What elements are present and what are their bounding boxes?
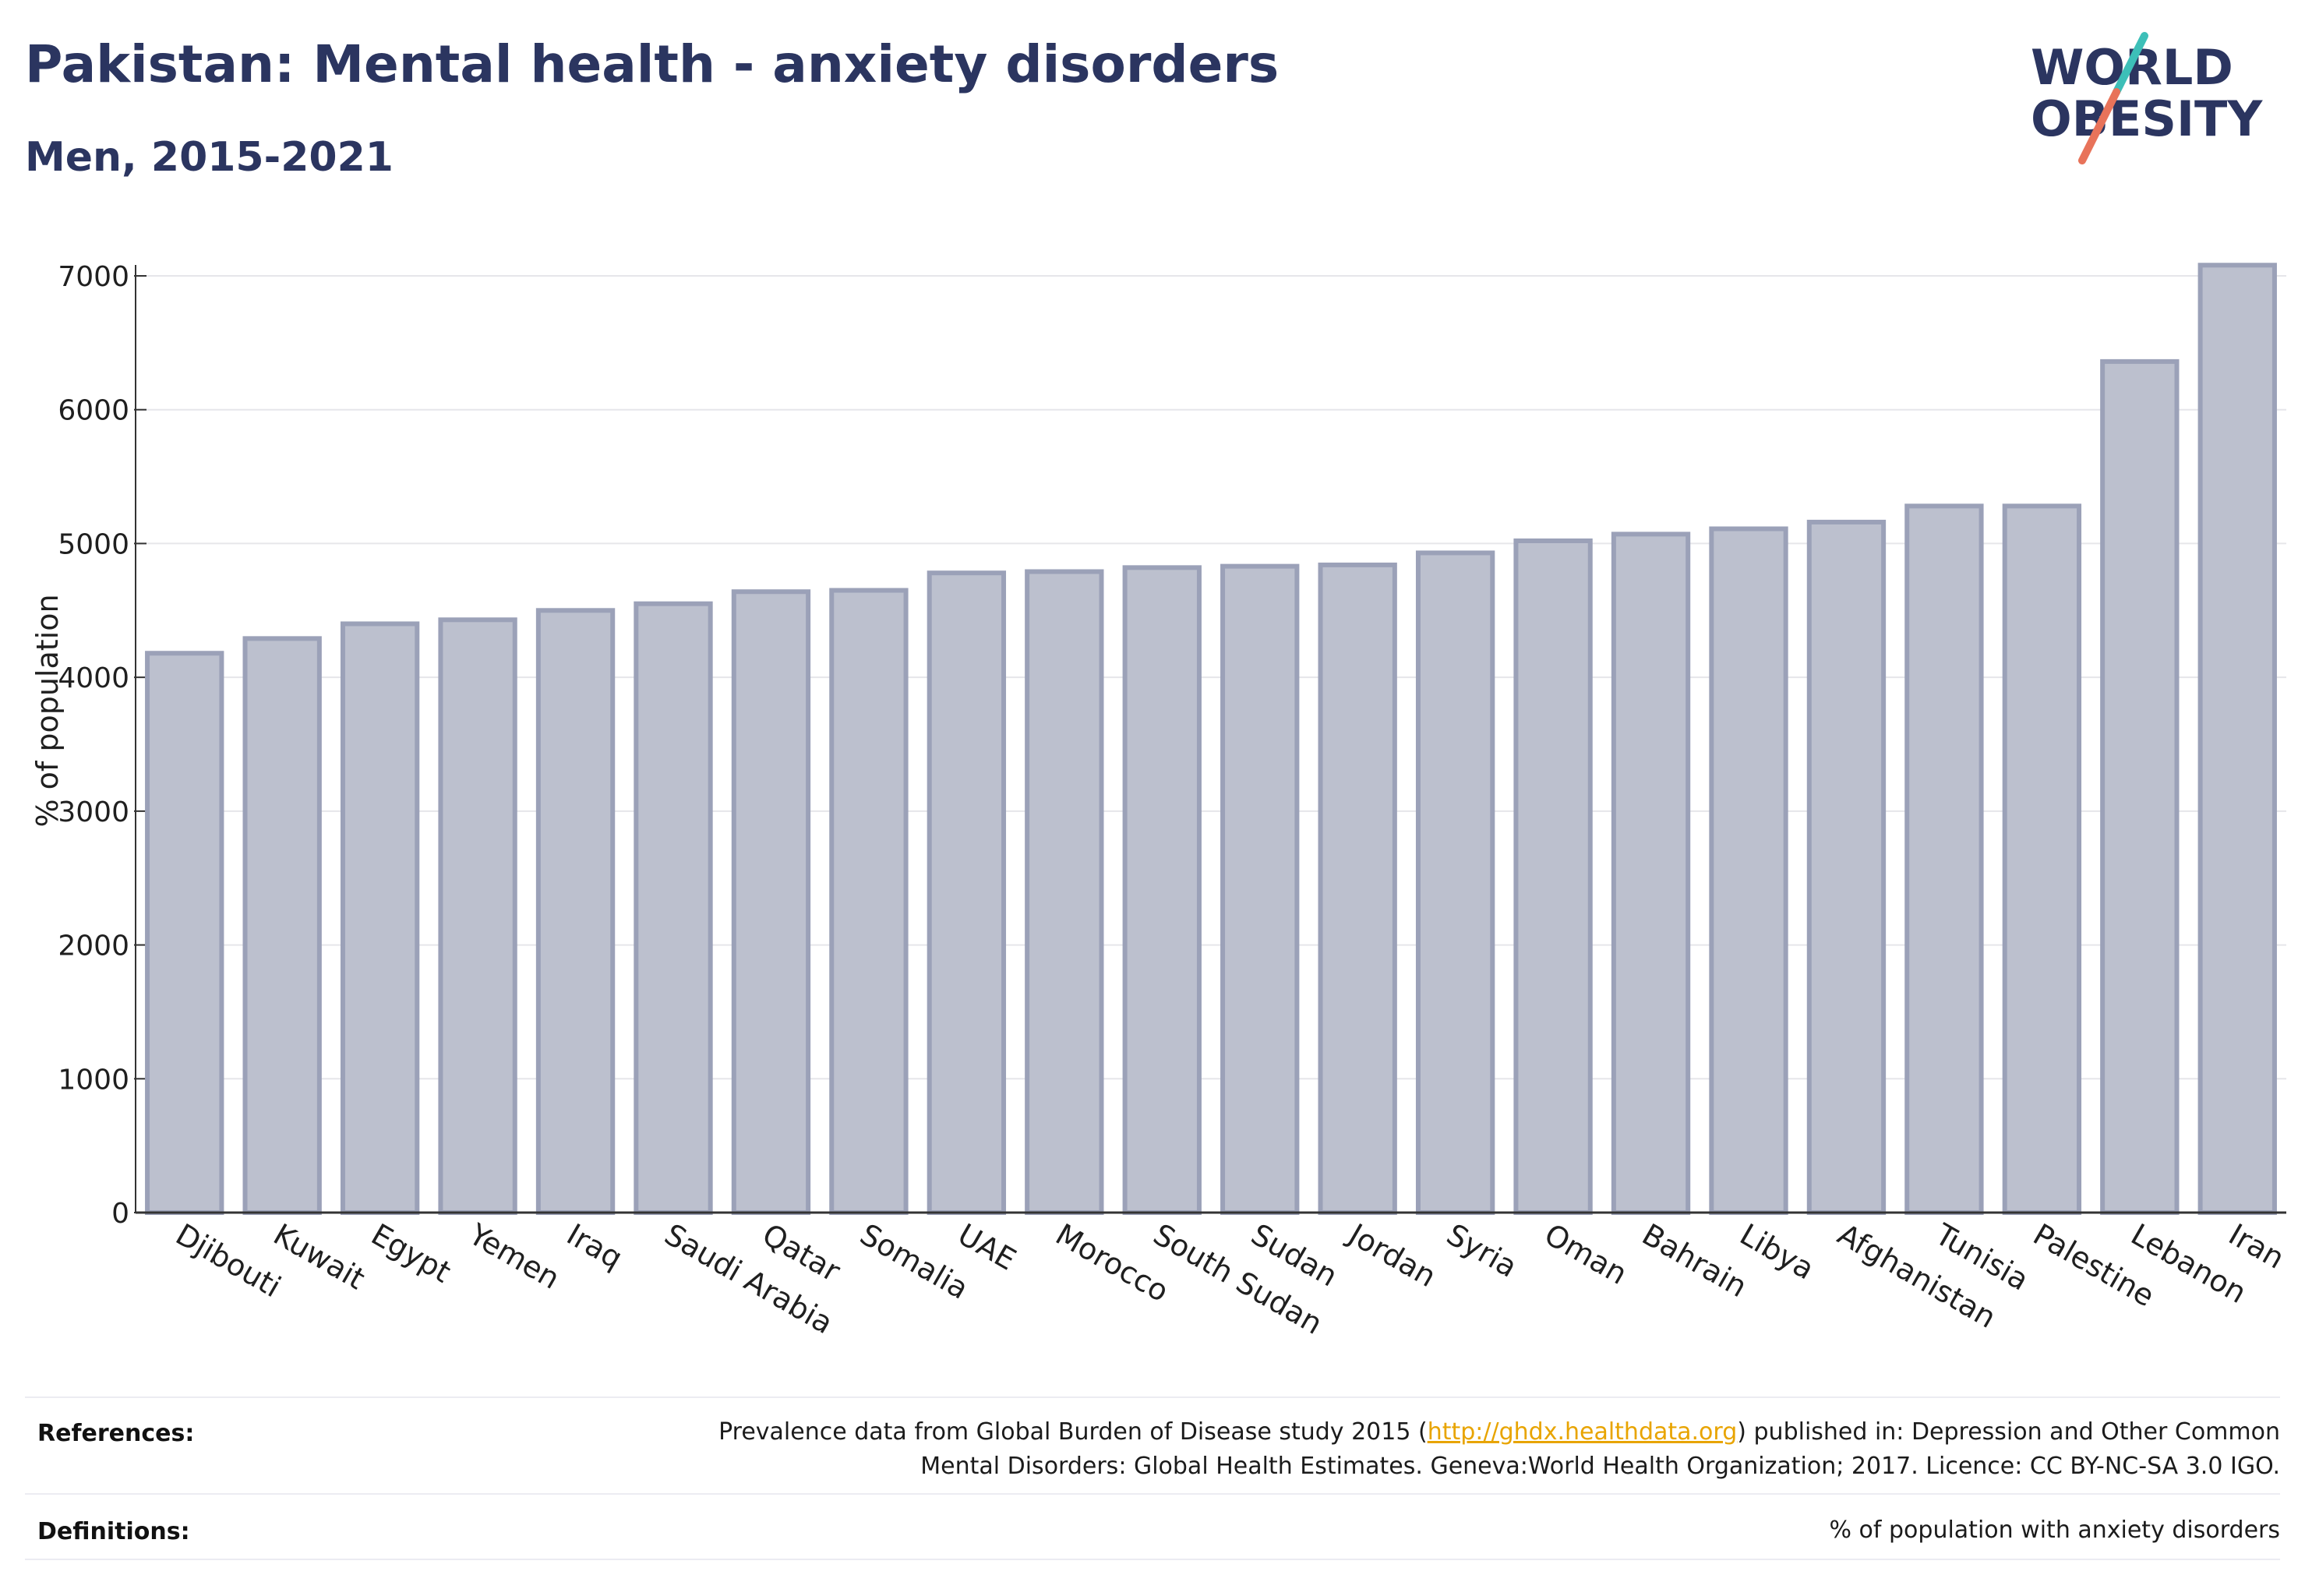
bar-djibouti bbox=[145, 651, 224, 1215]
bar-iraq bbox=[535, 608, 616, 1215]
y-tick-label: 1000 bbox=[58, 1064, 129, 1096]
bar-palestine bbox=[2002, 503, 2082, 1215]
x-tick-label: Morocco bbox=[1050, 1217, 1174, 1309]
references-link[interactable]: http://ghdx.healthdata.org bbox=[1427, 1418, 1738, 1446]
y-tick-labels: 0 1000 2000 3000 4000 5000 6000 7000 bbox=[58, 261, 129, 1230]
x-tick-label: Oman bbox=[1539, 1217, 1633, 1291]
references-text-after: ) published in: Depression and Other Com… bbox=[1737, 1418, 2280, 1446]
axes bbox=[135, 265, 2286, 1214]
bar-egypt bbox=[340, 621, 420, 1215]
x-tick-label: South Sudan bbox=[1148, 1217, 1329, 1341]
bar-lebanon bbox=[2100, 358, 2180, 1216]
definitions-label: Definitions: bbox=[37, 1518, 190, 1545]
bar-oman bbox=[1513, 538, 1593, 1215]
bar-yemen bbox=[438, 617, 517, 1215]
footer-divider-top bbox=[25, 1396, 2280, 1398]
y-tick-label: 5000 bbox=[58, 528, 129, 560]
bar-syria bbox=[1415, 550, 1495, 1215]
bar-libya bbox=[1709, 526, 1788, 1215]
x-tick-label: Yemen bbox=[463, 1216, 566, 1296]
chart-title: Pakistan: Mental health - anxiety disord… bbox=[25, 34, 1280, 94]
bar-afghanistan bbox=[1806, 519, 1887, 1215]
x-tick-label: Somalia bbox=[854, 1217, 974, 1306]
x-tick-label: UAE bbox=[952, 1217, 1022, 1277]
x-tick-label: Iraq bbox=[561, 1217, 628, 1276]
bar-tunisia bbox=[1904, 503, 1984, 1215]
x-tick-label: Bahrain bbox=[1636, 1217, 1753, 1305]
x-tick-label: Jordan bbox=[1342, 1216, 1442, 1294]
footer-divider-middle bbox=[25, 1493, 2280, 1495]
bar-qatar bbox=[731, 589, 811, 1215]
logo-line2: OBESITY bbox=[2031, 90, 2263, 147]
x-tick-label: Saudi Arabia bbox=[659, 1217, 839, 1341]
y-tick-label: 0 bbox=[111, 1198, 129, 1230]
chart-subtitle: Men, 2015-2021 bbox=[25, 134, 394, 181]
y-axis-label: % of population bbox=[30, 594, 65, 827]
bar-uae bbox=[927, 570, 1007, 1215]
references-text: Prevalence data from Global Burden of Di… bbox=[488, 1415, 2280, 1484]
x-tick-label: Iran bbox=[2223, 1217, 2290, 1276]
bar-saudi-arabia bbox=[634, 601, 713, 1215]
world-obesity-logo: WORLD OBESITY bbox=[2031, 32, 2263, 164]
y-tick-label: 3000 bbox=[58, 796, 129, 828]
logo-slash-teal bbox=[2113, 32, 2148, 96]
y-tick-label: 7000 bbox=[58, 261, 129, 293]
bar-kuwait bbox=[242, 636, 322, 1215]
x-tick-label: Kuwait bbox=[268, 1217, 371, 1297]
footer-divider-bottom bbox=[25, 1559, 2280, 1560]
definitions-text: % of population with anxiety disorders bbox=[1829, 1517, 2280, 1544]
bar-south-sudan bbox=[1122, 565, 1202, 1215]
logo-slash-coral bbox=[2078, 88, 2120, 164]
bar-somalia bbox=[829, 588, 909, 1215]
bar-bahrain bbox=[1611, 531, 1691, 1215]
bar-jordan bbox=[1318, 562, 1397, 1215]
bar-morocco bbox=[1025, 569, 1104, 1215]
y-tick-label: 4000 bbox=[58, 662, 129, 694]
references-text-before: Prevalence data from Global Burden of Di… bbox=[718, 1418, 1428, 1446]
x-tick-label: Djibouti bbox=[170, 1217, 287, 1305]
x-tick-label: Syria bbox=[1441, 1217, 1523, 1284]
bar-chart: 0 1000 2000 3000 4000 5000 6000 7000 DjiboutiKu… bbox=[30, 261, 2290, 1341]
references-line2: Mental Disorders: Global Health Estimate… bbox=[920, 1453, 2280, 1480]
y-tick-label: 6000 bbox=[58, 395, 129, 427]
references-label: References: bbox=[37, 1420, 195, 1447]
bars bbox=[145, 263, 2277, 1216]
bar-sudan bbox=[1220, 563, 1300, 1215]
bar-iran bbox=[2197, 263, 2277, 1216]
x-tick-label: Egypt bbox=[365, 1217, 457, 1290]
y-tick-label: 2000 bbox=[58, 930, 129, 962]
